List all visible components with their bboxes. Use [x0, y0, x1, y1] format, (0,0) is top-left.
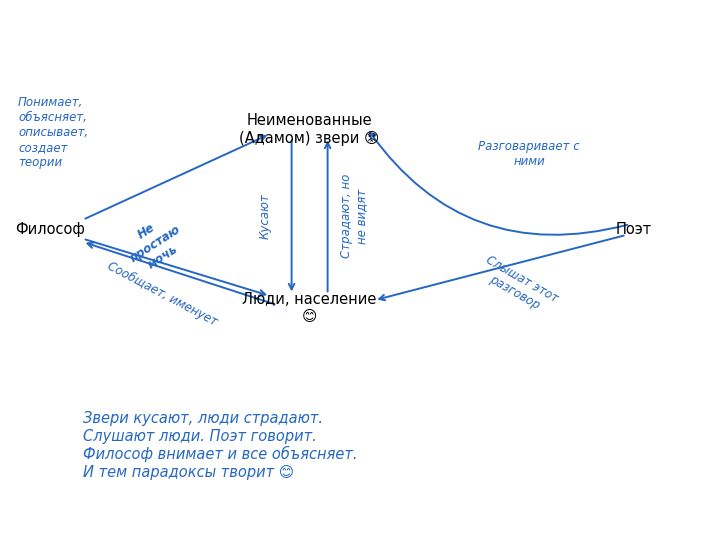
Text: Кусают: Кусают — [258, 193, 271, 239]
Text: Поэт: Поэт — [616, 222, 652, 237]
Text: Страдают, но
не видят: Страдают, но не видят — [341, 174, 368, 258]
Text: Звери кусают, люди страдают.
Слушают люди. Поэт говорит.
Философ внимает и все о: Звери кусают, люди страдают. Слушают люд… — [83, 411, 357, 480]
Text: Разговаривает с
ними: Разговаривает с ними — [478, 140, 580, 168]
Text: Не
простаю
мочь: Не простаю мочь — [119, 211, 191, 278]
Text: Слышат этот
разговор: Слышат этот разговор — [476, 254, 561, 319]
Text: Сообщает, именует: Сообщает, именует — [105, 259, 219, 328]
Text: Люди, население
😊: Люди, население 😊 — [243, 292, 377, 324]
Text: Понимает,
объясняет,
описывает,
создает
теории: Понимает, объясняет, описывает, создает … — [18, 96, 89, 169]
Text: Философ: Философ — [16, 222, 85, 237]
Text: Неименованные
(Адамом) звери 😟: Неименованные (Адамом) звери 😟 — [240, 113, 379, 146]
